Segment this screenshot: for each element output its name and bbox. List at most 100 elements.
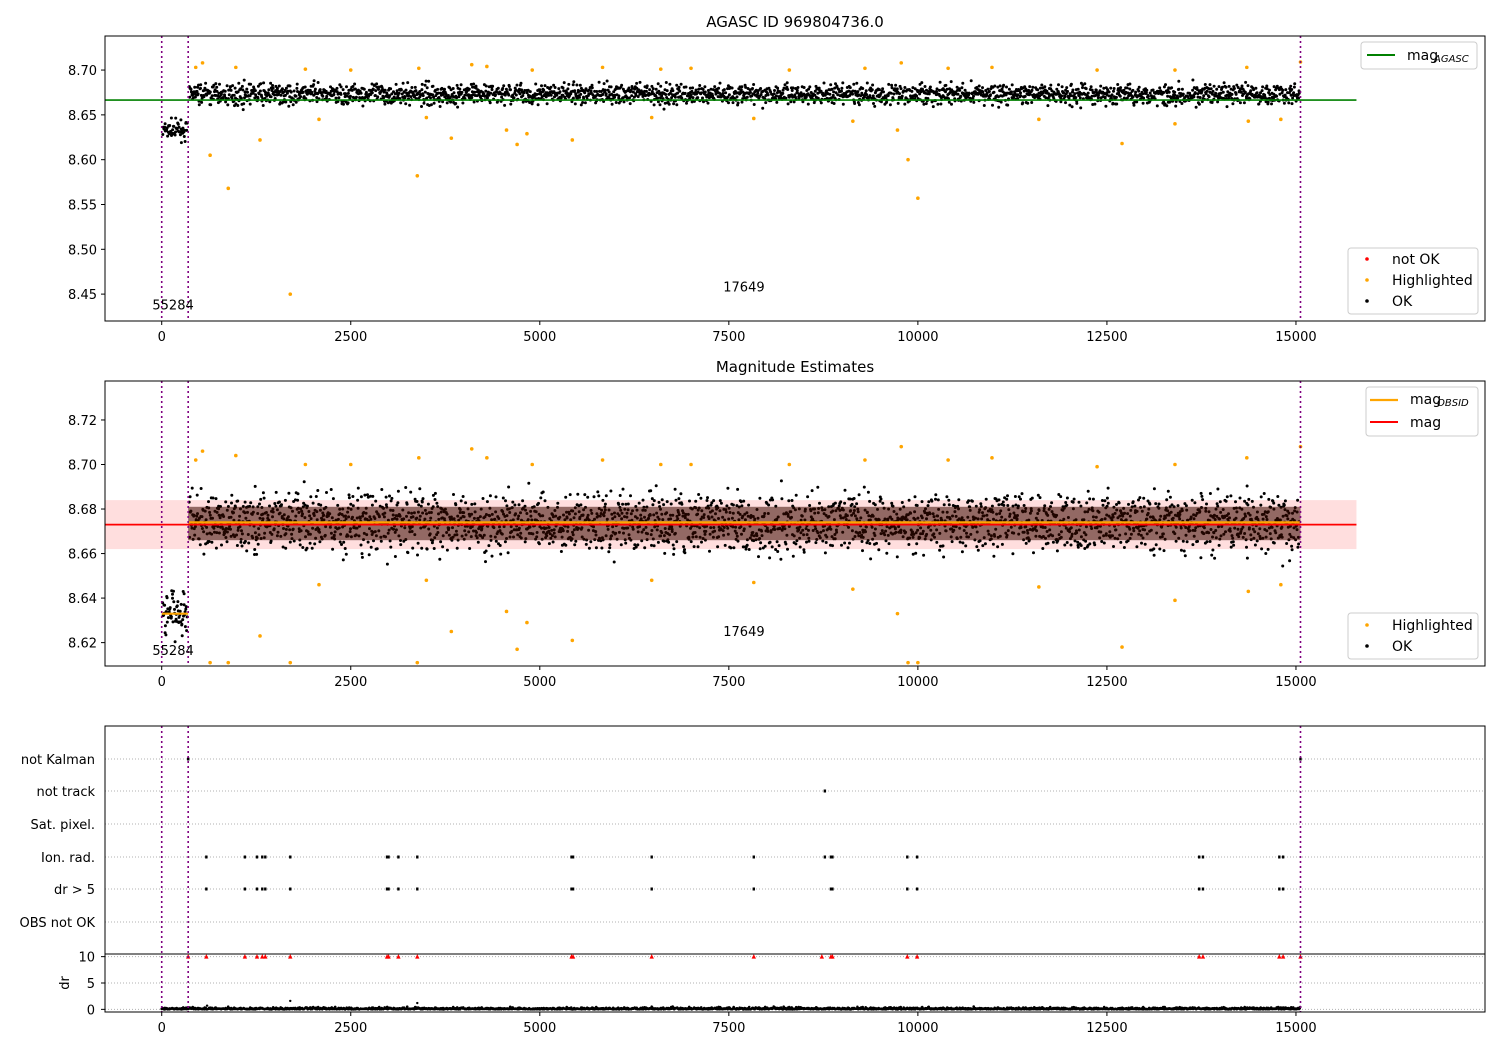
x-tick-label: 5000	[523, 330, 556, 345]
dr-point	[856, 1005, 859, 1008]
highlighted-point	[193, 65, 198, 70]
flag-point	[397, 855, 400, 859]
highlighted-point	[317, 582, 321, 587]
legend-box-points	[1347, 612, 1479, 660]
flag-point	[289, 887, 292, 891]
flag-point	[1299, 757, 1302, 761]
flag-point	[1201, 887, 1205, 891]
flag-point	[906, 887, 909, 891]
flag-point	[397, 887, 400, 891]
highlighted-point	[530, 68, 535, 72]
highlighted-point	[424, 115, 429, 120]
y-tick-label: 8.50	[68, 243, 97, 258]
obsid-label: 17649	[723, 625, 764, 640]
highlighted-point	[990, 456, 994, 460]
highlighted-point	[658, 67, 663, 71]
highlighted-point	[469, 62, 474, 67]
highlighted-point	[570, 638, 575, 643]
highlighted-point	[469, 447, 474, 451]
axes-frame	[104, 725, 1486, 1013]
flag-point	[571, 887, 575, 891]
highlighted-point	[570, 138, 575, 142]
flag-point	[823, 855, 827, 859]
highlighted-point	[899, 444, 904, 449]
highlighted-point	[234, 453, 238, 458]
flag-point	[205, 855, 208, 859]
y-tick-label: 8.65	[68, 109, 97, 124]
highlighted-point	[424, 578, 429, 583]
flag-point	[1278, 887, 1281, 891]
x-tick-label: 7500	[712, 330, 745, 345]
legend-label: OK	[1392, 639, 1413, 655]
highlighted-point	[226, 660, 231, 665]
legend-label-obsid: mag	[1410, 392, 1441, 408]
y-tick-label: 8.64	[68, 592, 97, 607]
highlighted-point	[258, 138, 262, 142]
highlighted-point	[449, 629, 454, 634]
ok-points	[161, 78, 1301, 145]
highlighted-point	[525, 131, 529, 136]
highlighted-point	[863, 66, 867, 71]
highlighted-point	[649, 578, 654, 583]
legend-marker	[1365, 623, 1369, 627]
highlighted-point	[751, 116, 756, 121]
flag-point	[570, 855, 573, 859]
dr-outlier-marker	[751, 954, 756, 959]
obsid-label: 55284	[152, 644, 193, 659]
legend-label-mag: mag	[1410, 415, 1441, 431]
dr-outlier-marker	[905, 954, 910, 959]
flag-point	[650, 855, 653, 859]
highlighted-point	[208, 660, 212, 665]
dr-outlier-marker	[242, 954, 248, 959]
highlighted-point	[751, 580, 756, 585]
y-tick-label: 8.66	[68, 548, 97, 563]
highlighted-point	[946, 458, 950, 462]
highlighted-point	[787, 462, 792, 467]
highlighted-point	[303, 462, 308, 467]
x-tick-label: 0	[158, 330, 166, 345]
flag-point	[255, 855, 259, 859]
flag-point	[752, 855, 755, 859]
highlighted-point	[1246, 589, 1251, 594]
axes-frame	[104, 380, 1486, 667]
y-tick-label: 8.45	[68, 288, 97, 303]
flag-point	[1278, 855, 1281, 859]
flag-point	[829, 855, 833, 859]
legend-label: Highlighted	[1392, 273, 1473, 289]
highlighted-point	[415, 174, 420, 178]
panel-photometry: AGASC ID 969804736.0 55284 17649 0 2500 5000…	[68, 13, 1486, 345]
x-tick-label: 10000	[897, 1021, 938, 1036]
flag-point	[385, 855, 389, 859]
dr-outlier-marker	[386, 954, 391, 959]
y-tick-label: 8.68	[68, 503, 97, 518]
legend-label-agasc-sub: AGASC	[1433, 54, 1469, 65]
y-tick-label: 8.60	[68, 154, 97, 169]
highlighted-point	[1173, 122, 1177, 126]
points-density-overlay	[188, 506, 1301, 541]
highlighted-point	[515, 142, 519, 147]
highlighted-point	[899, 61, 904, 65]
flag-point	[416, 887, 419, 891]
highlighted-point	[348, 68, 353, 72]
highlighted-point	[895, 128, 900, 132]
x-tick-label: 5000	[523, 1021, 556, 1036]
flag-point	[831, 887, 834, 891]
legend-marker	[1365, 644, 1369, 648]
highlighted-point	[504, 609, 509, 614]
flag-point	[571, 855, 575, 859]
flag-point	[829, 887, 833, 891]
dr-point	[289, 999, 292, 1003]
highlighted-point	[288, 292, 293, 296]
highlighted-point	[258, 634, 262, 638]
legend-label-obsid-sub: OBSID	[1437, 398, 1469, 409]
highlighted-point	[1245, 65, 1249, 70]
flag-point	[387, 855, 390, 859]
dr-outlier-marker	[570, 954, 576, 959]
highlighted-point	[200, 449, 205, 453]
flag-point	[823, 789, 827, 793]
highlighted-point	[515, 647, 519, 652]
highlighted-point	[658, 462, 663, 467]
x-tick-label: 0	[158, 675, 166, 690]
flag-point	[205, 887, 208, 891]
dr-outlier-marker	[1280, 954, 1286, 959]
